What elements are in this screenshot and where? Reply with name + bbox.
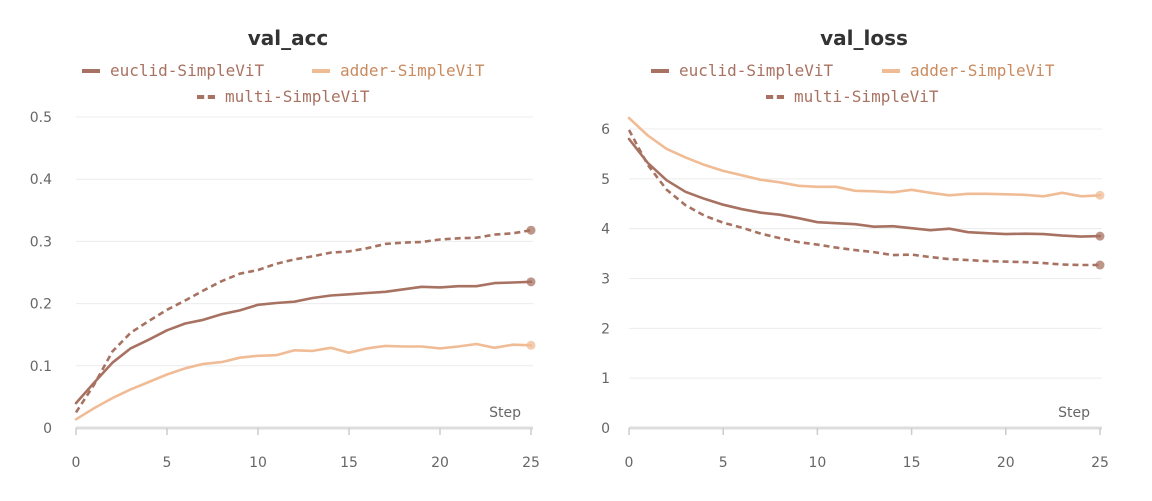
legend-item-multi[interactable]: multi-SimpleViT — [766, 87, 939, 106]
x-tick-label: 5 — [719, 455, 728, 471]
series-line-multi-SimpleViT — [74, 228, 532, 414]
y-tick-label: 6 — [601, 122, 610, 138]
x-tick-label: 25 — [1091, 455, 1109, 471]
legend-swatch-solid — [82, 68, 100, 73]
series-end-point-multi-SimpleViT — [1095, 260, 1105, 270]
chart-title: val_loss — [820, 26, 908, 50]
legend-item-adder[interactable]: adder-SimpleViT — [882, 61, 1055, 80]
series-end-point-multi-SimpleViT — [526, 225, 536, 235]
y-tick-label: 0.5 — [30, 110, 52, 126]
x-axis-label: Step — [489, 405, 521, 421]
legend-item-multi[interactable]: multi-SimpleViT — [197, 87, 370, 106]
series-line-euclid-SimpleViT — [74, 280, 533, 405]
legend-item-euclid[interactable]: euclid-SimpleViT — [651, 61, 833, 80]
legend-label: euclid-SimpleViT — [110, 61, 265, 80]
legend-label: adder-SimpleViT — [910, 61, 1055, 80]
series-line-adder-SimpleViT — [74, 342, 533, 421]
series-line-euclid-SimpleViT — [627, 137, 1102, 238]
x-tick-label: 0 — [625, 455, 634, 471]
legend-swatch-dashed — [197, 94, 215, 99]
series-line-adder-SimpleViT — [627, 116, 1102, 198]
y-tick-label: 0 — [601, 421, 610, 437]
x-tick-label: 10 — [249, 455, 267, 471]
series-end-point-adder-SimpleViT — [526, 340, 536, 350]
legend-swatch-dashed — [766, 94, 784, 99]
y-tick-label: 1 — [601, 371, 610, 387]
y-tick-label: 4 — [601, 222, 610, 238]
x-tick-label: 20 — [431, 455, 449, 471]
y-tick-label: 5 — [601, 172, 610, 188]
series-end-point-euclid-SimpleViT — [526, 277, 536, 287]
val-acc-plot: 0 0.1 0.2 0.3 0.4 0.5 0 5 10 15 20 25 Step — [30, 110, 540, 471]
legend-swatch-solid — [651, 68, 669, 73]
x-tick-label: 10 — [808, 455, 826, 471]
y-tick-label: 2 — [601, 321, 610, 337]
x-tick-label: 0 — [72, 455, 81, 471]
y-tick-label: 0.2 — [30, 297, 52, 313]
x-tick-label: 25 — [522, 455, 540, 471]
legend-item-adder[interactable]: adder-SimpleViT — [312, 61, 485, 80]
y-tick-label: 0.4 — [30, 172, 52, 188]
legend-label: euclid-SimpleViT — [679, 61, 834, 80]
val-acc-panel: val_acc euclid-SimpleViT adder-SimpleViT… — [30, 26, 540, 471]
series-end-point-euclid-SimpleViT — [1095, 231, 1105, 241]
series-end-point-adder-SimpleViT — [1095, 190, 1105, 200]
legend-swatch-solid — [882, 68, 900, 73]
y-tick-label: 0.3 — [30, 234, 52, 250]
legend-swatch-solid — [312, 68, 330, 73]
series-line-multi-SimpleViT — [627, 129, 1100, 267]
x-tick-label: 15 — [340, 455, 358, 471]
legend-item-euclid[interactable]: euclid-SimpleViT — [82, 61, 264, 80]
val-loss-plot: 0 1 2 3 4 5 6 0 5 10 15 20 25 Step — [601, 116, 1109, 471]
x-tick-label: 5 — [163, 455, 172, 471]
chart-title: val_acc — [247, 26, 329, 50]
x-axis-label: Step — [1058, 405, 1090, 421]
legend-label: multi-SimpleViT — [225, 87, 370, 106]
x-tick-label: 15 — [903, 455, 921, 471]
y-tick-label: 3 — [601, 272, 610, 288]
y-tick-label: 0 — [43, 421, 52, 437]
legend-label: adder-SimpleViT — [340, 61, 485, 80]
val-loss-panel: val_loss euclid-SimpleViT adder-SimpleVi… — [576, 0, 1152, 501]
x-tick-label: 20 — [997, 455, 1015, 471]
legend-label: multi-SimpleViT — [794, 87, 939, 106]
y-tick-label: 0.1 — [30, 359, 52, 375]
